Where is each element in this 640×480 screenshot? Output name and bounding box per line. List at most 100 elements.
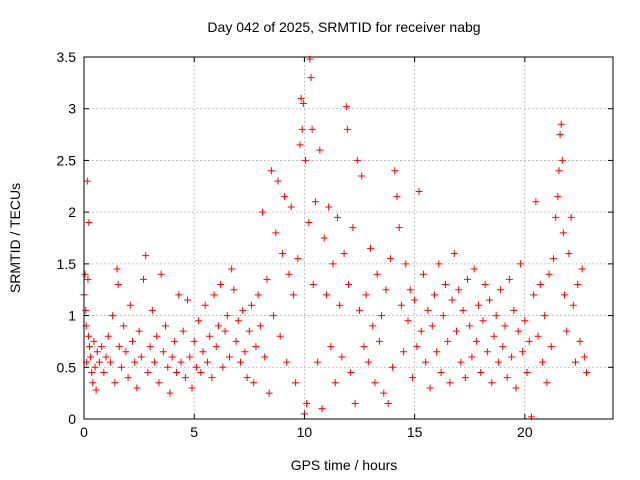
y-tick-label: 2 bbox=[68, 204, 76, 220]
data-point bbox=[558, 156, 566, 164]
data-point bbox=[225, 353, 233, 361]
data-point bbox=[228, 265, 236, 273]
data-point bbox=[151, 358, 159, 366]
data-point bbox=[316, 146, 324, 154]
data-point bbox=[263, 275, 271, 283]
data-point bbox=[565, 250, 573, 258]
data-point bbox=[88, 368, 96, 376]
data-point bbox=[212, 343, 220, 351]
data-point bbox=[512, 384, 520, 392]
data-point bbox=[131, 358, 139, 366]
data-point bbox=[336, 301, 344, 309]
data-point bbox=[530, 291, 538, 299]
data-point bbox=[100, 368, 108, 376]
x-axis-ticks: 0 5 10 15 20 bbox=[80, 57, 533, 440]
data-point bbox=[358, 172, 366, 180]
data-point bbox=[501, 322, 509, 330]
x-axis-label: GPS time / hours bbox=[291, 457, 398, 473]
data-point bbox=[142, 252, 150, 260]
data-point bbox=[206, 332, 214, 340]
data-point bbox=[223, 312, 231, 320]
data-point bbox=[569, 301, 577, 309]
data-point bbox=[90, 337, 98, 345]
data-point bbox=[195, 317, 203, 325]
data-point bbox=[272, 229, 280, 237]
data-point bbox=[219, 363, 227, 371]
data-point bbox=[106, 358, 114, 366]
data-point bbox=[402, 260, 410, 268]
data-point bbox=[135, 327, 143, 335]
data-point bbox=[563, 327, 571, 335]
data-point bbox=[459, 306, 467, 314]
data-point bbox=[413, 343, 421, 351]
data-point bbox=[554, 193, 562, 201]
grid-lines bbox=[84, 57, 613, 419]
data-point bbox=[369, 322, 377, 330]
data-point bbox=[281, 193, 289, 201]
data-point bbox=[157, 270, 165, 278]
data-point bbox=[574, 281, 582, 289]
data-point bbox=[490, 332, 498, 340]
data-point bbox=[190, 337, 198, 345]
data-point bbox=[322, 291, 330, 299]
data-point bbox=[343, 125, 351, 133]
data-point bbox=[177, 358, 185, 366]
data-point bbox=[329, 260, 337, 268]
data-point bbox=[83, 177, 91, 185]
data-point bbox=[128, 337, 136, 345]
y-tick-label: 2.5 bbox=[57, 152, 77, 168]
data-point bbox=[84, 275, 92, 283]
data-point bbox=[296, 141, 304, 149]
data-point bbox=[114, 281, 122, 289]
data-point bbox=[82, 306, 90, 314]
y-tick-label: 1 bbox=[68, 308, 76, 324]
data-point bbox=[239, 306, 247, 314]
data-point bbox=[234, 317, 242, 325]
data-point bbox=[278, 250, 286, 258]
data-point bbox=[274, 177, 282, 185]
data-point bbox=[250, 379, 258, 387]
data-point bbox=[497, 286, 505, 294]
data-point bbox=[576, 337, 584, 345]
x-tick-label: 5 bbox=[190, 424, 198, 440]
data-point bbox=[109, 312, 117, 320]
data-point bbox=[144, 368, 152, 376]
data-point bbox=[311, 198, 319, 206]
data-point bbox=[159, 348, 167, 356]
data-point bbox=[146, 343, 154, 351]
data-point bbox=[184, 296, 192, 304]
data-point bbox=[549, 255, 557, 263]
data-point bbox=[261, 353, 269, 361]
data-point bbox=[254, 291, 262, 299]
data-point bbox=[367, 244, 375, 252]
data-point bbox=[477, 368, 485, 376]
data-point bbox=[81, 270, 89, 278]
data-point bbox=[386, 255, 394, 263]
data-point bbox=[514, 327, 522, 335]
data-point bbox=[468, 353, 476, 361]
data-point bbox=[87, 353, 95, 361]
data-point bbox=[102, 353, 110, 361]
data-point bbox=[557, 120, 565, 128]
data-point bbox=[448, 296, 456, 304]
data-point bbox=[201, 301, 209, 309]
data-point bbox=[85, 218, 93, 226]
data-point bbox=[347, 368, 355, 376]
data-point bbox=[342, 103, 350, 111]
data-point bbox=[375, 337, 383, 345]
data-point bbox=[446, 379, 454, 387]
data-point bbox=[309, 281, 317, 289]
data-point bbox=[287, 203, 295, 211]
data-point bbox=[299, 100, 307, 108]
data-point bbox=[325, 203, 333, 211]
data-point bbox=[289, 291, 297, 299]
data-point bbox=[371, 379, 379, 387]
data-point bbox=[89, 379, 97, 387]
data-point bbox=[113, 265, 121, 273]
data-point bbox=[492, 312, 500, 320]
data-point bbox=[192, 363, 200, 371]
y-tick-label: 0.5 bbox=[57, 359, 77, 375]
data-point bbox=[340, 250, 348, 258]
data-points bbox=[80, 55, 591, 421]
data-point bbox=[428, 322, 436, 330]
